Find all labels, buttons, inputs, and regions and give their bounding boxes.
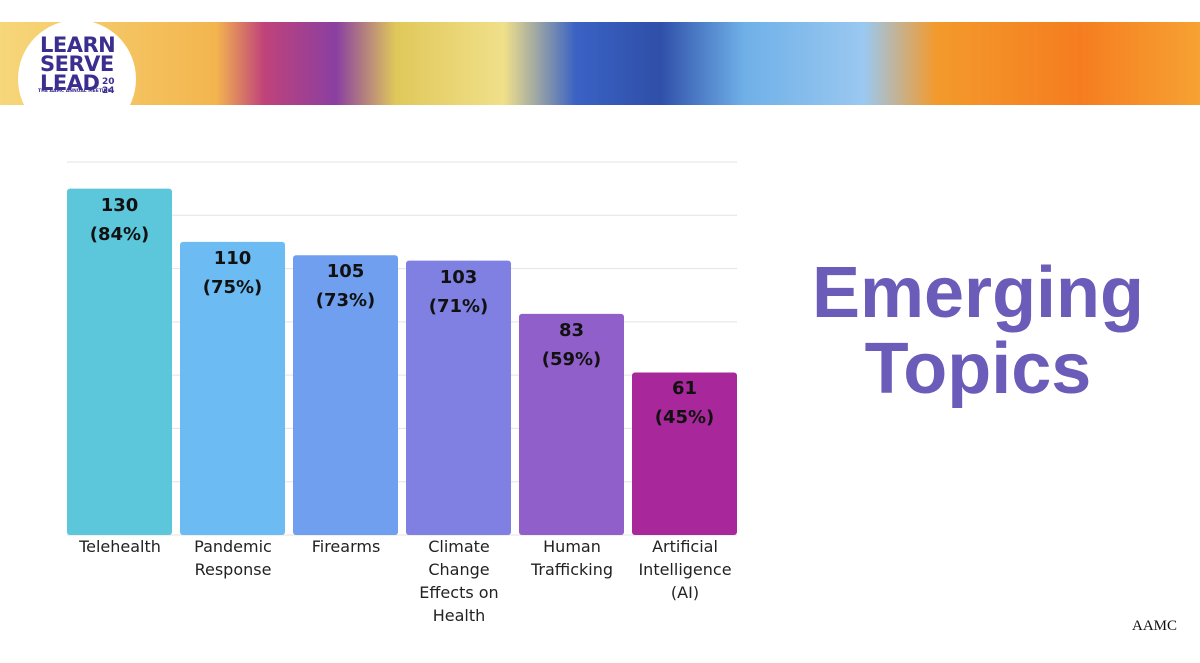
value-label: 83 (59%) bbox=[541, 319, 602, 370]
value-label: 110 (75%) bbox=[202, 247, 263, 298]
value-label: 61 (45%) bbox=[654, 378, 715, 429]
bar bbox=[632, 372, 737, 535]
logo-line: LEARN bbox=[40, 33, 116, 57]
chart bbox=[67, 161, 737, 536]
value-label: 103 (71%) bbox=[428, 266, 489, 317]
x-tick-label: Pandemic Response bbox=[194, 537, 272, 579]
footer-logo: AAMC bbox=[1132, 618, 1178, 634]
value-label: 105 (73%) bbox=[315, 261, 376, 312]
x-tick-label: Firearms bbox=[311, 537, 381, 556]
value-label: 130 (84%) bbox=[89, 194, 150, 245]
banner bbox=[0, 22, 1200, 105]
bar bbox=[180, 241, 285, 535]
x-tick-label: Human Trafficking bbox=[530, 537, 614, 579]
logo-tagline: THE AAMC ANNUAL MEETING bbox=[38, 89, 112, 94]
logo-circle bbox=[18, 20, 136, 138]
logo-year: 2024 bbox=[102, 77, 115, 96]
logo-line: LEAD bbox=[40, 71, 100, 95]
title: Emerging Topics bbox=[811, 253, 1145, 409]
bar bbox=[67, 188, 172, 535]
logo: LEARN SERVE LEAD 2024 THE AAMC ANNUAL ME… bbox=[18, 20, 136, 138]
logo-line: SERVE bbox=[40, 52, 114, 76]
bar bbox=[519, 313, 624, 535]
x-tick-label: Telehealth bbox=[79, 537, 161, 556]
x-tick-label: Artificial Intelligence (AI) bbox=[638, 537, 732, 602]
x-tick-label: Climate Change Effects on Health bbox=[419, 537, 499, 625]
bar bbox=[406, 260, 511, 535]
bar bbox=[293, 255, 398, 535]
